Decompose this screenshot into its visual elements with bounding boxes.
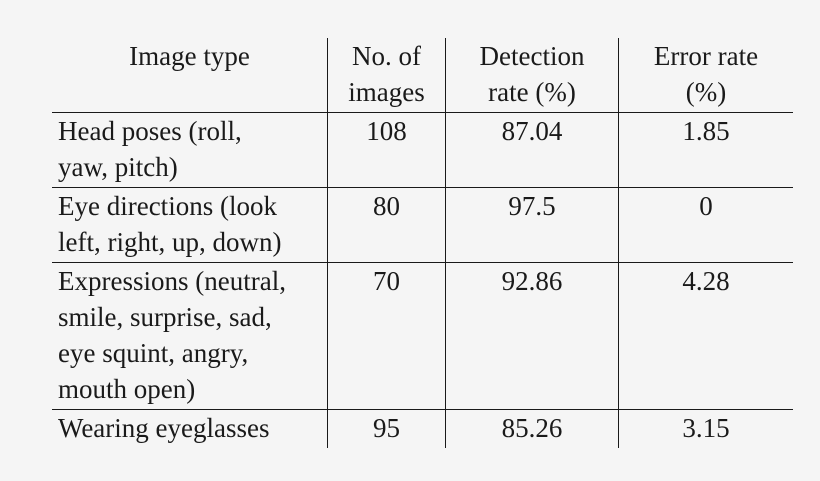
cell-image-type-line: Head poses (roll,	[58, 116, 242, 146]
table-row: Eye directions (look left, right, up, do…	[52, 187, 793, 263]
cell-image-type-line: smile, surprise, sad,	[58, 302, 272, 332]
cell-count: 108	[327, 112, 446, 188]
cell-error-rate: 3.15	[682, 413, 730, 443]
cell-detection-rate: 92.86	[445, 262, 619, 410]
cell-detection-rate: 85.26	[445, 409, 619, 448]
header-no-of-images: No. of images	[327, 38, 446, 113]
cell-image-type: Expressions (neutral, smile, surprise, s…	[52, 262, 328, 410]
header-no-of-images-line-1: No. of	[352, 41, 421, 71]
header-error-rate: Error rate (%)	[618, 38, 793, 113]
header-detection-rate-line-1: Detection	[479, 41, 585, 71]
cell-detection-rate: 97.5	[445, 187, 619, 263]
header-image-type: Image type	[52, 38, 328, 113]
cell-image-type-line: Wearing eyeglasses	[58, 413, 270, 443]
cell-image-type: Head poses (roll, yaw, pitch)	[52, 112, 328, 188]
cell-error-rate: 1.85	[618, 112, 793, 188]
results-table: Image type No. of images Detection rate …	[52, 38, 793, 448]
table-row: Wearing eyeglasses 95 85.26 3.15	[52, 409, 793, 448]
cell-count: 70	[327, 262, 446, 410]
cell-image-type-line: eye squint, angry,	[58, 338, 249, 368]
header-detection-rate-line-2: rate (%)	[488, 77, 576, 107]
cell-error-rate: 4.28	[618, 262, 793, 410]
cell-image-type-line: Expressions (neutral,	[58, 266, 286, 296]
cell-image-type-line: left, right, up, down)	[58, 227, 282, 257]
header-no-of-images-line-2: images	[348, 77, 425, 107]
results-table-container: Image type No. of images Detection rate …	[52, 38, 793, 448]
cell-image-type-line: yaw, pitch)	[58, 152, 178, 182]
table-row: Expressions (neutral, smile, surprise, s…	[52, 262, 793, 410]
cell-detection-rate: 87.04	[445, 112, 619, 188]
cell-image-type: Wearing eyeglasses	[52, 409, 328, 448]
header-image-type-line-1: Image type	[129, 41, 250, 71]
cell-image-type-line: mouth open)	[58, 374, 196, 404]
cell-count: 95	[327, 409, 446, 448]
header-error-rate-line-1: Error rate	[653, 41, 759, 71]
cell-count: 80	[327, 187, 446, 263]
cell-image-type-line: Eye directions (look	[58, 191, 277, 221]
header-error-rate-line-2: (%)	[685, 77, 727, 107]
cell-error-rate: 0	[618, 187, 793, 263]
table-row: Head poses (roll, yaw, pitch) 108 87.04 …	[52, 112, 793, 188]
header-detection-rate: Detection rate (%)	[445, 38, 619, 113]
header-row: Image type No. of images Detection rate …	[52, 38, 793, 113]
cell-image-type: Eye directions (look left, right, up, do…	[52, 187, 328, 263]
